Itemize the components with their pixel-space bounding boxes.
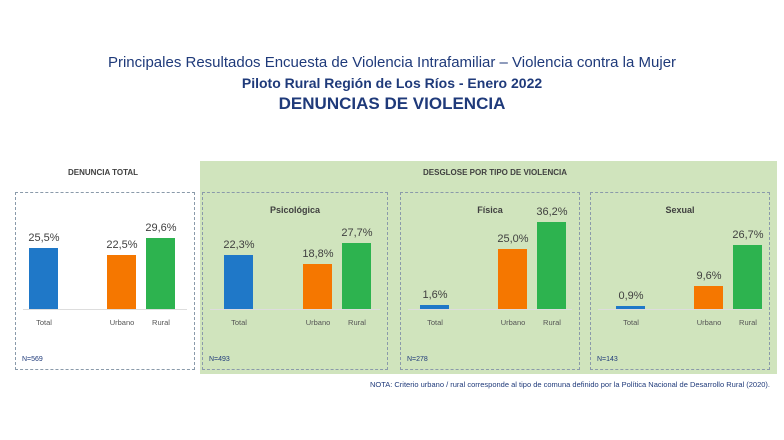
baseline bbox=[598, 309, 762, 310]
data-label: 36,2% bbox=[536, 206, 568, 219]
sample-size: N=569 bbox=[22, 356, 43, 363]
footnote: NOTA: Criterio urbano / rural correspond… bbox=[369, 380, 770, 389]
denuncia-total-header: DENUNCIA TOTAL bbox=[68, 168, 139, 177]
bar-urbano bbox=[498, 249, 527, 309]
category-label: Rural bbox=[152, 318, 170, 327]
category-label: Rural bbox=[543, 318, 561, 327]
panel-title: Física bbox=[477, 205, 503, 215]
bar-urbano bbox=[303, 263, 332, 309]
data-label: 26,7% bbox=[732, 228, 764, 241]
bar-total bbox=[29, 247, 58, 309]
bar-total bbox=[224, 255, 253, 309]
category-label: Urbano bbox=[696, 318, 722, 327]
category-label: Urbano bbox=[305, 318, 331, 327]
data-label: 25,5% bbox=[28, 231, 60, 244]
data-label: 18,8% bbox=[302, 247, 334, 260]
sample-size: N=143 bbox=[597, 356, 618, 363]
title-line-3: DENUNCIAS DE VIOLENCIA bbox=[278, 94, 506, 113]
data-label: 1,6% bbox=[422, 289, 448, 302]
data-label: 22,5% bbox=[106, 239, 138, 251]
bar-total bbox=[420, 305, 449, 309]
title-line-2: Piloto Rural Región de Los Ríos - Enero … bbox=[241, 75, 543, 91]
data-label: 29,6% bbox=[145, 221, 177, 234]
category-label: Total bbox=[231, 318, 247, 327]
category-label: Urbano bbox=[500, 318, 526, 327]
bar-rural bbox=[733, 244, 762, 309]
desglose-background bbox=[200, 161, 777, 374]
data-label: 22,3% bbox=[223, 239, 255, 252]
sample-size: N=278 bbox=[407, 356, 428, 363]
title-line-1: Principales Resultados Encuesta de Viole… bbox=[107, 54, 677, 71]
baseline bbox=[408, 309, 572, 310]
data-label: 9,6% bbox=[696, 269, 722, 282]
category-label: Rural bbox=[348, 318, 366, 327]
data-label: 0,9% bbox=[618, 290, 644, 302]
bar-urbano bbox=[694, 285, 723, 309]
desglose-header: DESGLOSE POR TIPO DE VIOLENCIA bbox=[423, 168, 568, 177]
panel-title: Sexual bbox=[665, 205, 695, 215]
sample-size: N=493 bbox=[209, 356, 230, 363]
bar-urbano bbox=[107, 255, 136, 309]
bar-total bbox=[616, 306, 645, 309]
baseline bbox=[210, 309, 380, 310]
category-label: Total bbox=[623, 318, 639, 327]
data-label: 25,0% bbox=[497, 233, 529, 245]
bar-rural bbox=[342, 242, 371, 309]
category-label: Urbano bbox=[109, 318, 135, 327]
chart-panel: Física N=278 bbox=[400, 192, 580, 370]
bar-rural bbox=[146, 237, 175, 309]
chart-panel: Sexual N=143 bbox=[590, 192, 770, 370]
bar-rural bbox=[537, 222, 566, 309]
category-label: Total bbox=[36, 318, 52, 327]
category-label: Rural bbox=[739, 318, 757, 327]
chart-panel: Psicológica N=493 bbox=[202, 192, 388, 370]
panel-title: Psicológica bbox=[269, 205, 321, 215]
baseline bbox=[23, 309, 187, 310]
category-label: Total bbox=[427, 318, 443, 327]
data-label: 27,7% bbox=[341, 226, 373, 239]
